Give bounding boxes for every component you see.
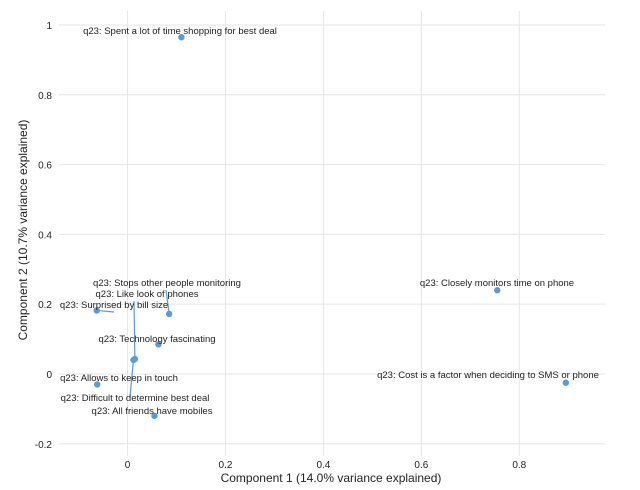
point-label: q23: Closely monitors time on phone xyxy=(420,278,574,289)
data-points xyxy=(93,33,570,420)
point-label: q23: Cost is a factor when deciding to S… xyxy=(377,370,599,381)
x-axis-title: Component 1 (14.0% variance explained) xyxy=(221,471,442,485)
grid xyxy=(59,11,605,456)
label-leader-line xyxy=(165,289,170,315)
y-tick-label: -0.2 xyxy=(35,440,53,451)
y-tick-label: 0 xyxy=(46,370,52,381)
x-tick-label: 0.8 xyxy=(512,460,526,471)
y-tick-label: 1 xyxy=(46,21,52,32)
tick-labels: 0 0.2 0.4 0.6 0.8 -0.2 0 0.2 0.4 0.6 0.8 1 xyxy=(35,21,527,471)
data-point xyxy=(93,381,101,388)
point-label: q23: Difficult to determine best deal xyxy=(61,393,210,404)
label-leader-line xyxy=(133,300,136,359)
point-label: q23: Spent a lot of time shopping for be… xyxy=(83,26,277,37)
data-point xyxy=(178,33,185,41)
data-point xyxy=(165,310,173,318)
x-tick-label: 0.6 xyxy=(414,460,428,471)
point-label: q23: Technology fascinating xyxy=(98,334,215,345)
y-tick-label: 0.8 xyxy=(38,91,52,102)
point-label: q23: All friends have mobiles xyxy=(92,406,213,417)
data-point xyxy=(155,341,162,348)
label-leader-line xyxy=(129,359,135,398)
x-tick-label: 0.2 xyxy=(219,460,233,471)
y-axis-title: Component 2 (10.7% variance explained) xyxy=(16,120,30,341)
point-label: q23: Surprised by bill size xyxy=(60,300,168,311)
point-label: q23: Stops other people monitoring xyxy=(93,278,241,289)
data-point xyxy=(93,307,100,314)
point-labels: q23: Spent a lot of time shopping for be… xyxy=(60,26,599,417)
point-label: q23: Allows to keep in touch xyxy=(60,373,178,384)
y-tick-label: 0.2 xyxy=(38,300,52,311)
data-point xyxy=(130,356,137,364)
data-point xyxy=(562,379,570,386)
point-label: q23: Like look of phones xyxy=(96,289,199,300)
y-tick-label: 0.6 xyxy=(38,161,52,172)
data-point xyxy=(151,412,158,420)
y-tick-label: 0.4 xyxy=(38,230,52,241)
x-tick-label: 0.4 xyxy=(316,460,330,471)
data-point xyxy=(494,287,501,294)
x-tick-label: 0 xyxy=(125,460,131,471)
